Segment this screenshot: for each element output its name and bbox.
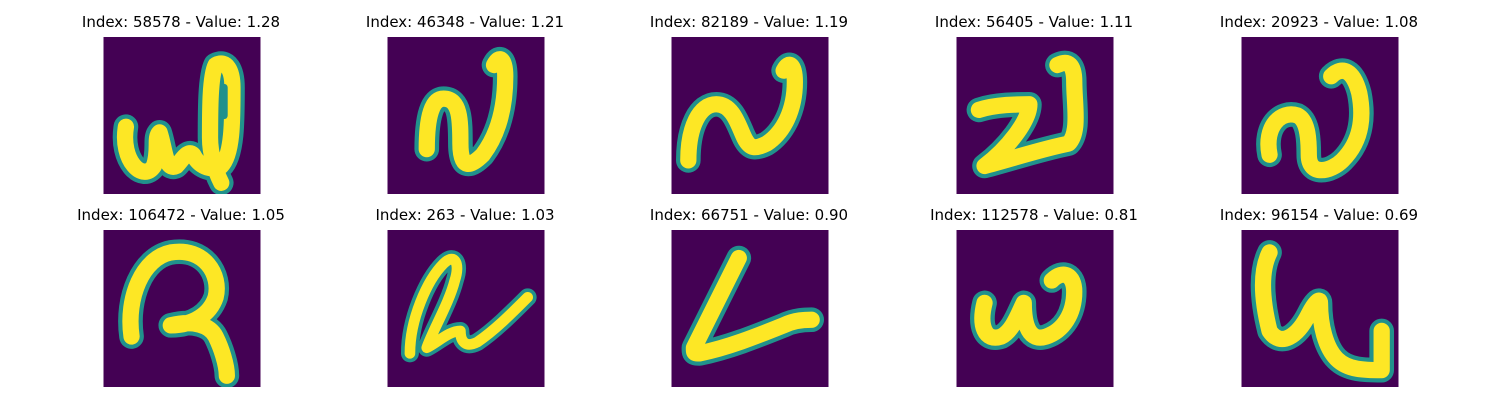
- glyph-image: [387, 230, 545, 387]
- n-shape-icon: [671, 37, 829, 194]
- panel-10: Index: 96154 - Value: 0.69: [1189, 206, 1449, 387]
- panel-title: Index: 106472 - Value: 1.05: [77, 206, 285, 224]
- glyph-image: [103, 37, 261, 194]
- panel-title: Index: 263 - Value: 1.03: [375, 206, 555, 224]
- panel-title: Index: 96154 - Value: 0.69: [1219, 206, 1419, 224]
- n-shape-icon: [387, 37, 545, 194]
- panel-6: Index: 106472 - Value: 1.05: [51, 206, 311, 387]
- panel-title: Index: 56405 - Value: 1.11: [934, 13, 1134, 31]
- glyph-image: [1241, 37, 1399, 194]
- glyph-image: [956, 37, 1114, 194]
- w-with-loop-icon: [103, 37, 261, 194]
- q-shape-icon: [103, 230, 261, 387]
- glyph-image: [1241, 230, 1399, 387]
- panel-7: Index: 263 - Value: 1.03: [335, 206, 595, 387]
- glyph-image: [387, 37, 545, 194]
- panel-2: Index: 46348 - Value: 1.21: [335, 13, 595, 194]
- panel-title: Index: 112578 - Value: 0.81: [930, 206, 1138, 224]
- panel-title: Index: 58578 - Value: 1.28: [81, 13, 281, 31]
- panel-3: Index: 82189 - Value: 1.19: [619, 13, 879, 194]
- panel-8: Index: 66751 - Value: 0.90: [619, 206, 879, 387]
- glyph-image: [103, 230, 261, 387]
- w-shape-icon: [956, 230, 1114, 387]
- panel-title: Index: 20923 - Value: 1.08: [1219, 13, 1419, 31]
- panel-title: Index: 46348 - Value: 1.21: [365, 13, 565, 31]
- panel-title: Index: 66751 - Value: 0.90: [649, 206, 849, 224]
- glyph-image: [671, 37, 829, 194]
- panel-1: Index: 58578 - Value: 1.28: [51, 13, 311, 194]
- glyph-image: [956, 230, 1114, 387]
- z-shape-icon: [956, 37, 1114, 194]
- panel-title: Index: 82189 - Value: 1.19: [649, 13, 849, 31]
- n-shape-icon: [1241, 37, 1399, 194]
- glyph-image: [671, 230, 829, 387]
- u-hook-icon: [1241, 230, 1399, 387]
- panel-5: Index: 20923 - Value: 1.08: [1189, 13, 1449, 194]
- l-shape-icon: [671, 230, 829, 387]
- loop-stroke-icon: [387, 230, 545, 387]
- panel-9: Index: 112578 - Value: 0.81: [904, 206, 1164, 387]
- panel-4: Index: 56405 - Value: 1.11: [904, 13, 1164, 194]
